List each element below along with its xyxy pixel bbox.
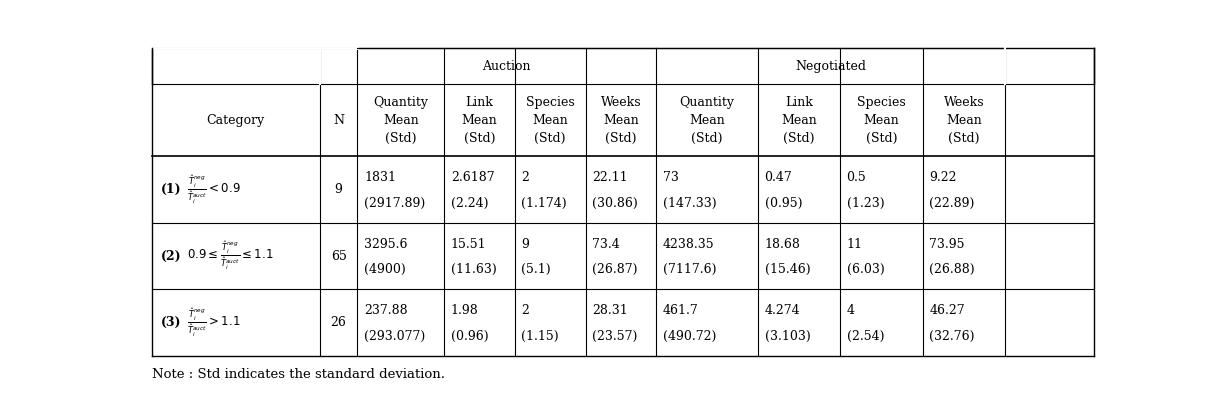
Text: (2): (2) xyxy=(161,250,181,263)
Text: (0.96): (0.96) xyxy=(451,330,489,342)
Text: (1.23): (1.23) xyxy=(846,196,884,210)
Text: 0.5: 0.5 xyxy=(846,171,866,184)
Text: Weeks
Mean
(Std): Weeks Mean (Std) xyxy=(944,96,984,145)
Text: (23.57): (23.57) xyxy=(592,330,637,342)
Text: 73.4: 73.4 xyxy=(592,238,620,251)
Text: 11: 11 xyxy=(846,238,862,251)
Text: 73: 73 xyxy=(663,171,679,184)
Text: 1.98: 1.98 xyxy=(451,304,478,317)
Text: 2: 2 xyxy=(522,171,529,184)
Text: (3): (3) xyxy=(161,316,181,329)
Text: 3295.6: 3295.6 xyxy=(364,238,407,251)
Text: (1): (1) xyxy=(161,183,181,196)
Text: Negotiated: Negotiated xyxy=(795,60,866,73)
Text: (32.76): (32.76) xyxy=(929,330,975,342)
Text: Quantity
Mean
(Std): Quantity Mean (Std) xyxy=(373,96,428,145)
Text: Note : Std indicates the standard deviation.: Note : Std indicates the standard deviat… xyxy=(152,368,445,381)
Text: N: N xyxy=(333,114,344,127)
Text: 73.95: 73.95 xyxy=(929,238,966,251)
Text: (3.103): (3.103) xyxy=(765,330,810,342)
Text: (7117.6): (7117.6) xyxy=(663,263,716,276)
Text: 1831: 1831 xyxy=(364,171,396,184)
Text: (1.174): (1.174) xyxy=(522,196,567,210)
Text: 65: 65 xyxy=(331,250,347,263)
Text: (2917.89): (2917.89) xyxy=(364,196,426,210)
Text: (6.03): (6.03) xyxy=(846,263,884,276)
Text: (22.89): (22.89) xyxy=(929,196,975,210)
Text: 22.11: 22.11 xyxy=(592,171,627,184)
Text: $0.9 \leq \frac{\hat{T}_i^{neg}}{\hat{T}_i^{auct}} \leq 1.1$: $0.9 \leq \frac{\hat{T}_i^{neg}}{\hat{T}… xyxy=(187,240,274,272)
Text: 9: 9 xyxy=(334,183,343,196)
Text: 9.22: 9.22 xyxy=(929,171,957,184)
Text: 26: 26 xyxy=(331,316,347,329)
Text: Species
Mean
(Std): Species Mean (Std) xyxy=(857,96,906,145)
Text: Weeks
Mean
(Std): Weeks Mean (Std) xyxy=(601,96,641,145)
Text: 15.51: 15.51 xyxy=(451,238,486,251)
Text: (11.63): (11.63) xyxy=(451,263,496,276)
Text: Quantity
Mean
(Std): Quantity Mean (Std) xyxy=(680,96,734,145)
Text: (26.88): (26.88) xyxy=(929,263,975,276)
Text: 18.68: 18.68 xyxy=(765,238,800,251)
Text: 237.88: 237.88 xyxy=(364,304,407,317)
Text: (1.15): (1.15) xyxy=(522,330,559,342)
Text: 4238.35: 4238.35 xyxy=(663,238,715,251)
Text: (26.87): (26.87) xyxy=(592,263,637,276)
Text: 28.31: 28.31 xyxy=(592,304,627,317)
Text: 4: 4 xyxy=(846,304,855,317)
Text: Category: Category xyxy=(207,114,265,127)
Text: Link
Mean
(Std): Link Mean (Std) xyxy=(781,96,817,145)
Text: Species
Mean
(Std): Species Mean (Std) xyxy=(525,96,574,145)
Text: (147.33): (147.33) xyxy=(663,196,716,210)
Text: (15.46): (15.46) xyxy=(765,263,810,276)
Text: 2.6187: 2.6187 xyxy=(451,171,495,184)
Text: 9: 9 xyxy=(522,238,529,251)
Text: (5.1): (5.1) xyxy=(522,263,551,276)
Text: (2.54): (2.54) xyxy=(846,330,884,342)
Text: 46.27: 46.27 xyxy=(929,304,966,317)
Text: 461.7: 461.7 xyxy=(663,304,698,317)
Text: (4900): (4900) xyxy=(364,263,406,276)
Text: $\frac{\hat{T}_i^{neg}}{\hat{T}_i^{auct}} > 1.1$: $\frac{\hat{T}_i^{neg}}{\hat{T}_i^{auct}… xyxy=(187,307,241,339)
Text: (490.72): (490.72) xyxy=(663,330,716,342)
Text: (30.86): (30.86) xyxy=(592,196,638,210)
Text: Auction: Auction xyxy=(483,60,531,73)
Text: 4.274: 4.274 xyxy=(765,304,800,317)
Text: (293.077): (293.077) xyxy=(364,330,426,342)
Text: (0.95): (0.95) xyxy=(765,196,803,210)
Text: (2.24): (2.24) xyxy=(451,196,489,210)
Text: $\frac{\hat{T}_i^{neg}}{\hat{T}_i^{auct}} < 0.9$: $\frac{\hat{T}_i^{neg}}{\hat{T}_i^{auct}… xyxy=(187,174,241,206)
Text: 0.47: 0.47 xyxy=(765,171,793,184)
Text: 2: 2 xyxy=(522,304,529,317)
Text: Link
Mean
(Std): Link Mean (Std) xyxy=(462,96,497,145)
